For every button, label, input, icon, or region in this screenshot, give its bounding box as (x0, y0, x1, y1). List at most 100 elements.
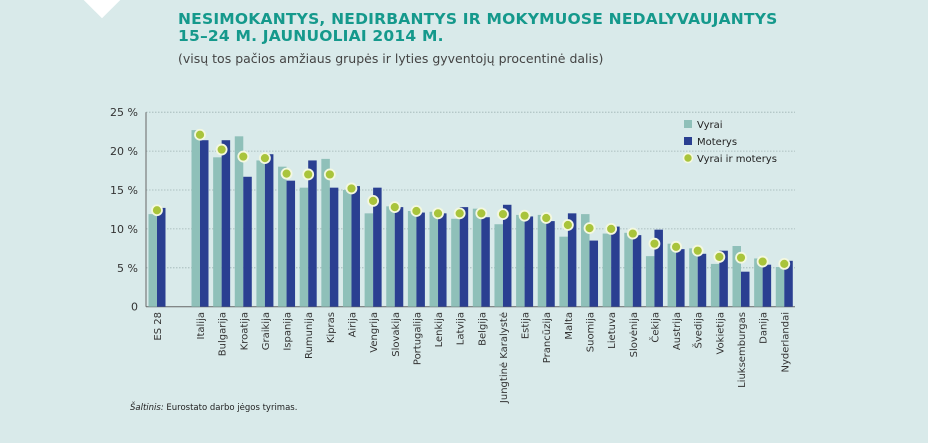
bar-vyrai (754, 258, 763, 307)
x-tick-label: Slovakija (391, 312, 402, 357)
bar-vyrai (732, 246, 741, 307)
source-note: Šaltinis: Eurostato darbo jėgos tyrimas. (130, 403, 297, 413)
x-tick-label: Švedija (692, 312, 705, 348)
bar-vyrai (710, 263, 720, 307)
x-tick-label: Vengrija (369, 312, 380, 353)
bar-vyrai (256, 160, 265, 307)
legend-swatch-moterys (684, 137, 692, 145)
point-vyrai-ir-moterys (345, 182, 358, 195)
legend-label-moterys: Moterys (697, 137, 737, 148)
bar-vyrai (602, 233, 612, 307)
bar-vyrai (472, 208, 482, 307)
bar-moterys (157, 207, 166, 307)
point-vyrai-ir-moterys (410, 205, 423, 217)
x-tick-label: Lietuva (607, 312, 618, 349)
bar-vyrai (148, 214, 157, 307)
x-tick-label: Latvija (456, 312, 467, 345)
point-vyrai-ir-moterys (626, 227, 639, 240)
point-vyrai-ir-moterys (367, 194, 380, 207)
point-vyrai-ir-moterys (756, 255, 769, 268)
point-vyrai-ir-moterys (323, 168, 336, 181)
x-tick-label: Kroatija (239, 312, 250, 350)
y-tick-label: 20 % (110, 145, 138, 158)
source-text: Eurostato darbo jėgos tyrimas. (166, 403, 298, 413)
x-tick-label: Nyderlandai (780, 312, 791, 373)
point-vyrai-ir-moterys (259, 152, 271, 165)
bar-moterys (762, 264, 772, 307)
bar-moterys (329, 187, 339, 307)
bar-vyrai (451, 218, 460, 307)
bar-moterys (567, 213, 577, 307)
x-tick-label: Estija (521, 312, 532, 339)
point-vyrai-ir-moterys (735, 251, 747, 264)
bar-moterys (697, 253, 707, 307)
y-tick-label: 25 % (110, 106, 138, 119)
point-vyrai-ir-moterys (475, 207, 488, 220)
x-tick-label: Kipras (326, 312, 337, 343)
bar-moterys (308, 160, 317, 307)
bar-vyrai (624, 232, 633, 307)
bar-vyrai (278, 166, 287, 307)
x-tick-label: Lenkija (434, 312, 445, 347)
legend-swatch-vyrai-ir-moterys (682, 152, 694, 164)
bar-vyrai (559, 236, 568, 307)
x-tick-label: Italija (196, 312, 207, 339)
x-tick-label: Ispanija (283, 312, 294, 351)
point-vyrai-ir-moterys (432, 207, 444, 220)
chart-subtitle: (visų tos pačios amžiaus grupės ir lytie… (178, 51, 604, 66)
bar-moterys (784, 260, 793, 307)
x-tick-label: Liuksemburgas (737, 312, 748, 388)
x-tick-label: ES 28 (153, 312, 164, 341)
bar-moterys (416, 212, 425, 307)
y-tick-label: 15 % (110, 184, 138, 197)
point-vyrai-ir-moterys (540, 212, 553, 224)
bar-moterys (221, 140, 231, 307)
chart-title: NESIMOKANTYS, NEDIRBANTYS IR MOKYMUOSE N… (178, 11, 778, 45)
bar-vyrai (581, 214, 590, 307)
bar-moterys (243, 176, 252, 307)
bar-vyrai (537, 214, 547, 307)
bar-vyrai (667, 243, 677, 307)
y-tick-label: 10 % (110, 223, 138, 236)
y-tick-label: 0 (131, 301, 138, 314)
bar-vyrai (386, 206, 395, 307)
bar-moterys (632, 235, 642, 307)
point-vyrai-ir-moterys (583, 222, 596, 235)
x-tick-label: Slovėnija (629, 312, 640, 357)
title-line-1: NESIMOKANTYS, NEDIRBANTYS IR MOKYMUOSE N… (178, 10, 778, 28)
point-vyrai-ir-moterys (778, 258, 791, 270)
point-vyrai-ir-moterys (561, 219, 574, 231)
x-tick-label: Austrija (672, 312, 683, 350)
bar-vyrai (321, 158, 330, 307)
x-tick-label: Jungtinė Karalystė (499, 312, 510, 404)
x-tick-label: Vokietija (715, 312, 726, 355)
point-vyrai-ir-moterys (670, 240, 682, 253)
point-vyrai-ir-moterys (388, 201, 401, 214)
x-tick-label: Čekija (648, 312, 661, 343)
bar-vyrai (234, 136, 244, 307)
legend-label-vyrai-ir-moterys: Vyrai ir moterys (697, 154, 777, 165)
point-vyrai-ir-moterys (194, 128, 206, 141)
point-vyrai-ir-moterys (237, 150, 250, 163)
bar-vyrai (689, 248, 698, 307)
bar-moterys (589, 240, 599, 307)
x-tick-label: Danija (759, 312, 770, 344)
bar-moterys (351, 186, 360, 307)
bar-moterys (502, 204, 512, 307)
x-tick-label: Airija (347, 312, 358, 337)
bar-moterys (394, 207, 404, 307)
x-tick-label: Suomija (586, 312, 597, 352)
bar-moterys (264, 154, 274, 307)
x-tick-label: Portugalija (412, 312, 423, 365)
legend-swatch-vyrai (684, 120, 692, 128)
point-vyrai-ir-moterys (280, 167, 293, 180)
bar-moterys (676, 249, 685, 307)
point-vyrai-ir-moterys (151, 204, 163, 217)
bar-moterys (654, 229, 663, 307)
bar-vyrai (299, 187, 309, 307)
bar-vyrai (191, 130, 200, 307)
bar-moterys (200, 140, 209, 307)
point-vyrai-ir-moterys (648, 237, 661, 250)
x-tick-label: Graikija (261, 312, 272, 350)
bar-vyrai (213, 157, 222, 307)
